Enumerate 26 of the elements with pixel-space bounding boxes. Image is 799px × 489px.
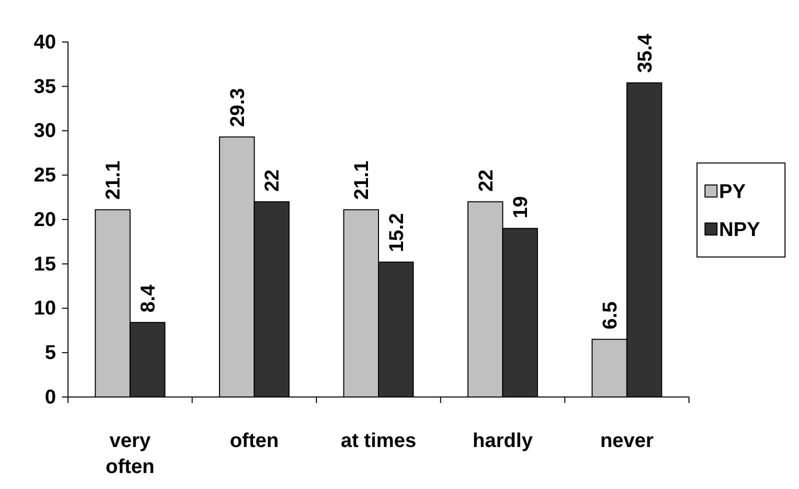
data-label: 22 xyxy=(262,170,284,192)
data-label: 8.4 xyxy=(137,284,160,312)
y-tick-label: 35 xyxy=(34,76,56,98)
x-tick-label: very often xyxy=(106,430,155,478)
data-label: 21.1 xyxy=(102,160,125,200)
x-tick-label: at times xyxy=(340,430,416,452)
data-label: 22 xyxy=(475,170,498,192)
data-label: 21.1 xyxy=(351,160,374,200)
x-tick-label: never xyxy=(600,430,654,452)
y-tick-label: 30 xyxy=(34,120,56,142)
data-label: 15.2 xyxy=(386,213,408,252)
y-tick-label: 15 xyxy=(34,253,56,276)
x-tick-label: hardly xyxy=(472,430,534,452)
data-label: 29.3 xyxy=(226,88,249,127)
y-tick-label: 10 xyxy=(34,298,56,320)
y-tick-label: 20 xyxy=(34,208,56,231)
x-tick-label: often xyxy=(230,430,279,452)
data-label: 35.4 xyxy=(634,33,656,73)
legend-label: NPY xyxy=(719,219,761,241)
data-label: 19 xyxy=(510,196,532,218)
y-tick-label: 5 xyxy=(44,342,56,364)
y-tick-label: 25 xyxy=(34,164,56,187)
y-tick-label: 40 xyxy=(34,31,56,54)
legend-label: PY xyxy=(719,181,746,203)
y-tick-label: 0 xyxy=(44,386,56,408)
data-label: 6.5 xyxy=(600,302,622,330)
